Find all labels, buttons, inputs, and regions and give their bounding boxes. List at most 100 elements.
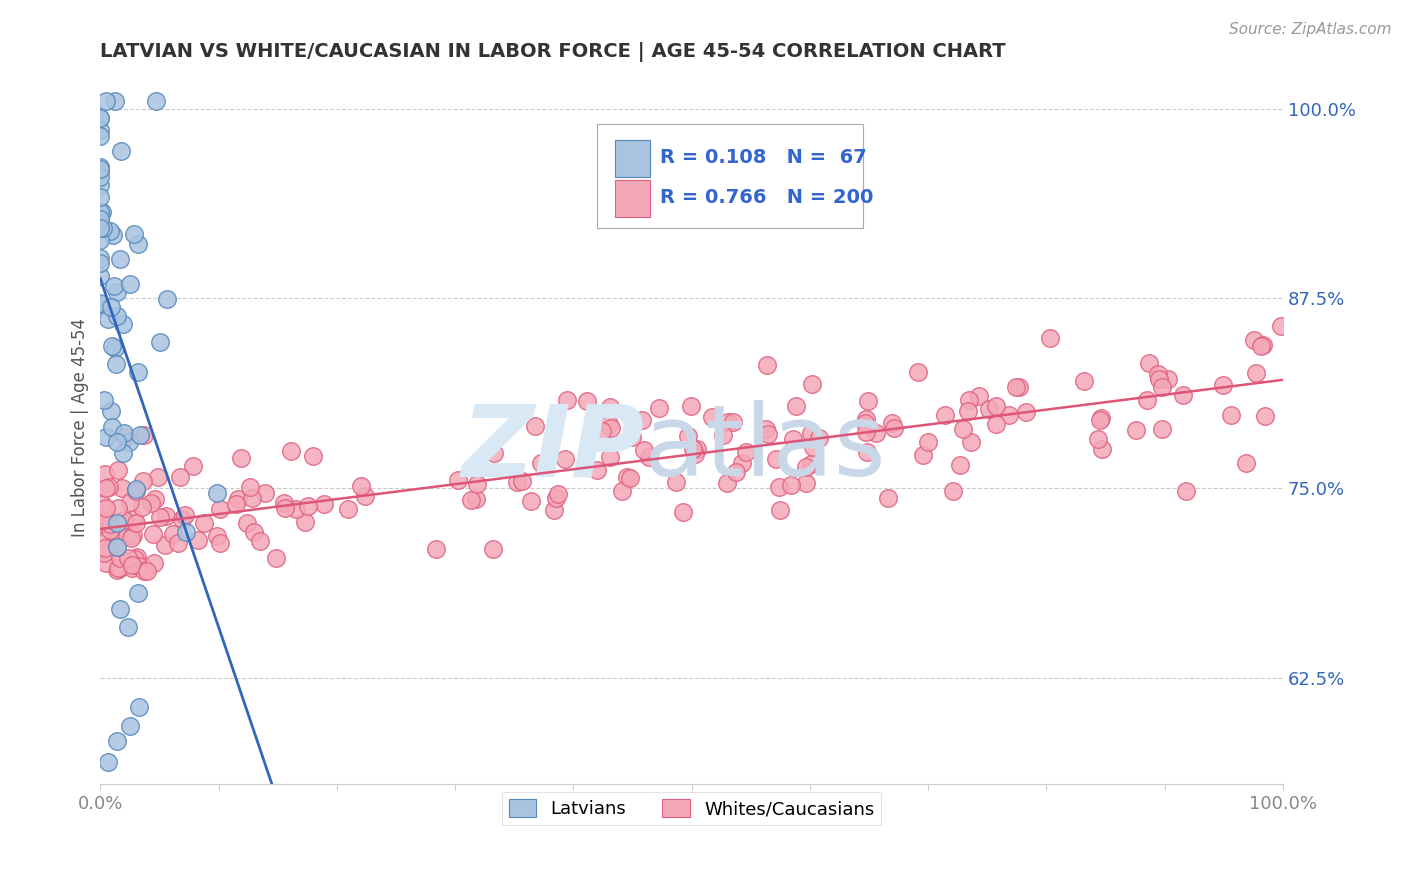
Point	[226, 491, 249, 506]
Point	[1174, 483, 1197, 498]
Point	[122, 512, 145, 526]
Point	[108, 561, 131, 575]
Point	[1090, 411, 1112, 425]
Point	[297, 499, 319, 513]
Point	[89, 162, 111, 177]
Point	[125, 549, 148, 564]
Point	[146, 470, 169, 484]
Point	[997, 408, 1019, 422]
Point	[586, 463, 609, 477]
Point	[89, 123, 111, 137]
Point	[616, 470, 638, 484]
Point	[110, 252, 132, 266]
Point	[1136, 393, 1159, 408]
Point	[89, 219, 111, 233]
Point	[266, 551, 288, 566]
Point	[769, 503, 792, 517]
Point	[107, 309, 129, 323]
Point	[162, 527, 184, 541]
Point	[124, 227, 146, 241]
Point	[734, 445, 756, 459]
Point	[91, 513, 114, 527]
Point	[554, 452, 576, 467]
Point	[984, 417, 1007, 432]
Point	[89, 111, 111, 125]
Point	[731, 456, 754, 470]
Point	[107, 463, 129, 477]
Point	[555, 392, 578, 407]
Point	[107, 532, 129, 546]
Point	[143, 491, 166, 506]
Point	[853, 417, 876, 431]
Point	[174, 508, 197, 522]
Point	[880, 416, 903, 430]
Point	[105, 516, 128, 530]
Point	[97, 755, 120, 769]
Point	[524, 418, 547, 433]
Point	[89, 207, 111, 221]
Point	[610, 484, 633, 499]
Point	[353, 489, 375, 503]
Point	[681, 399, 703, 413]
Point	[446, 473, 468, 487]
Point	[89, 163, 111, 178]
Point	[127, 237, 149, 252]
Point	[631, 413, 654, 427]
Point	[530, 456, 553, 470]
Point	[800, 377, 823, 392]
Point	[754, 422, 776, 436]
Point	[125, 516, 148, 530]
Point	[600, 420, 623, 434]
Point	[193, 516, 215, 530]
Point	[89, 178, 111, 193]
Point	[599, 450, 621, 464]
Point	[96, 556, 118, 570]
Point	[121, 528, 143, 542]
Point	[721, 415, 744, 429]
Point	[599, 400, 621, 414]
Point	[105, 357, 128, 371]
Point	[89, 212, 111, 227]
Point	[131, 500, 153, 514]
Point	[294, 515, 316, 529]
Point	[127, 365, 149, 379]
Point	[89, 128, 111, 143]
Point	[100, 300, 122, 314]
Point	[1015, 405, 1038, 419]
Point	[155, 538, 177, 552]
Point	[155, 509, 177, 524]
Point	[337, 502, 360, 516]
Point	[960, 434, 983, 449]
Point	[89, 161, 111, 175]
Point	[794, 460, 817, 475]
Point	[112, 513, 135, 527]
Point	[1254, 409, 1277, 423]
Point	[700, 409, 723, 424]
Point	[235, 516, 257, 531]
Point	[977, 402, 1000, 417]
Point	[118, 277, 141, 291]
Point	[94, 94, 117, 108]
Point	[547, 487, 569, 501]
Text: R = 0.108   N =  67: R = 0.108 N = 67	[659, 148, 866, 167]
Point	[89, 217, 111, 231]
Point	[1125, 423, 1147, 437]
Point	[855, 412, 877, 426]
Point	[155, 293, 177, 307]
Point	[108, 601, 131, 615]
Point	[98, 517, 121, 532]
Point	[135, 564, 157, 578]
Point	[1038, 331, 1060, 345]
Point	[1150, 422, 1173, 436]
Point	[96, 430, 118, 444]
Point	[103, 279, 125, 293]
Point	[280, 443, 302, 458]
Point	[957, 392, 980, 407]
Point	[685, 447, 707, 461]
Point	[782, 432, 804, 446]
Point	[94, 541, 117, 555]
Point	[107, 500, 129, 515]
Point	[205, 529, 228, 543]
Point	[101, 227, 124, 242]
Point	[273, 496, 295, 510]
